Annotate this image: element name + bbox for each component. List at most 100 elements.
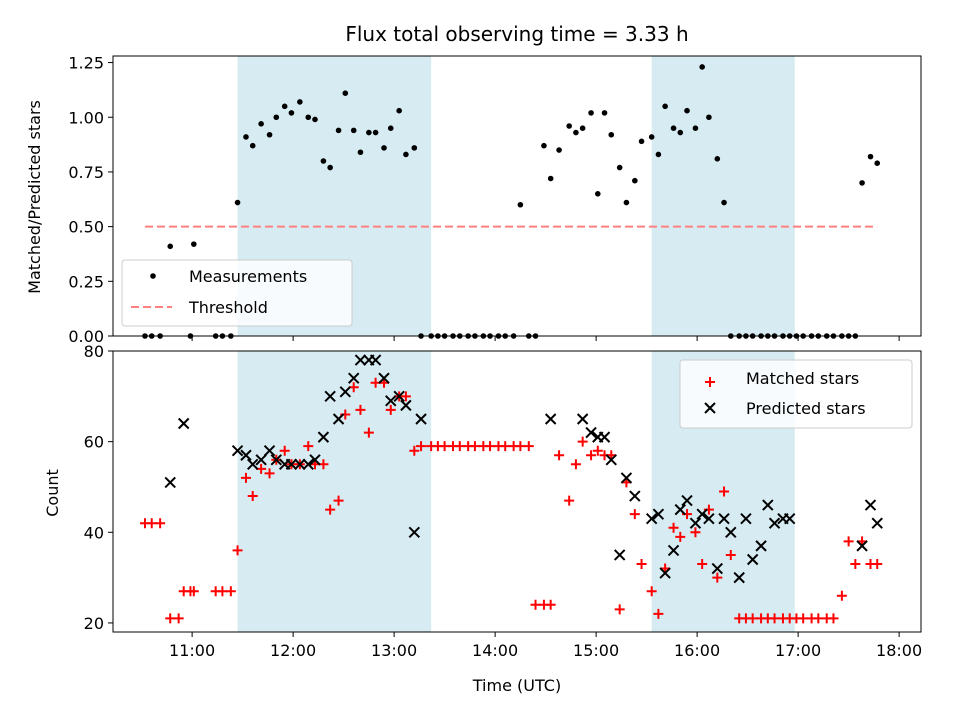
x-tick-label: 13:00 [371,641,417,660]
predicted-star-point [652,508,665,520]
matched-star-point [515,441,526,452]
matched-star-point [577,436,588,447]
predicted-star-point [164,476,176,489]
x-tick-label: 17:00 [775,641,821,660]
measurement-point [632,177,638,184]
predicted-star-point [354,354,367,366]
bottom-y-tick-label: 60 [84,433,104,452]
predicted-star-point [585,426,597,439]
predicted-star-point [400,399,412,412]
matched-star-point [240,472,251,483]
matched-star-point [725,549,736,560]
predicted-star-point [725,526,737,538]
measurement-point [541,142,547,149]
matched-star-point [636,559,647,570]
bottom-y-axis-label: Count [43,469,62,517]
matched-star-point [843,536,854,547]
legend-threshold-label: Threshold [188,298,268,317]
predicted-star-point [703,512,715,525]
matched-star-point [813,613,824,624]
measurement-point [350,127,357,134]
measurement-point [335,127,342,134]
matched-star-point [264,468,275,479]
legend-measurements-marker [150,273,156,279]
measurement-point [714,156,721,162]
predicted-star-point [733,571,745,584]
top-y-tick-label: 1.25 [68,54,104,73]
predicted-star-point [255,454,267,466]
predicted-star-point [247,458,259,471]
matched-star-point [545,599,556,610]
measurement-point [662,103,668,110]
predicted-star-point [740,512,752,525]
top-shaded-interval [651,56,795,336]
predicted-star-point [544,413,557,425]
predicted-star-point [718,512,730,525]
matched-star-point [675,531,686,542]
predicted-star-point [613,549,626,561]
predicted-star-point [339,386,352,398]
predicted-star-point [667,544,680,557]
measurement-point [547,175,554,182]
predicted-star-point [856,540,868,552]
matched-star-point [646,586,657,597]
x-tick-label: 14:00 [472,641,518,660]
predicted-star-point [378,372,390,384]
matched-star-point [798,613,809,624]
matched-star-point [690,527,701,538]
predicted-star-point [177,417,190,430]
matched-star-point [439,441,450,452]
matched-star-point [523,441,534,452]
matched-star-point [554,450,565,461]
matched-star-point [409,445,420,456]
top-y-tick-label: 0.75 [68,163,104,182]
legend-predicted-label: Predicted stars [746,399,866,418]
measurement-point [648,134,655,140]
measurement-point [874,160,881,166]
predicted-star-point [620,472,633,484]
measurement-point [579,125,586,131]
measurement-point [403,151,409,158]
matched-star-point [712,572,723,583]
x-tick-label: 18:00 [876,641,922,660]
measurement-point [616,164,623,171]
predicted-star-point [681,494,693,507]
top-y-tick-label: 0.25 [68,272,104,291]
matched-star-point [500,441,511,452]
matched-star-point [592,445,603,456]
x-tick-label: 16:00 [674,641,720,660]
predicted-star-point [231,445,244,457]
measurement-point [387,125,394,131]
measurement-point [320,158,327,164]
matched-star-point [828,613,839,624]
predicted-star-point [645,512,658,525]
measurement-point [342,90,349,96]
measurement-point [305,114,312,121]
matched-star-point [188,586,199,597]
measurement-point [573,129,579,136]
measurement-point [699,64,705,70]
matched-star-point [850,559,861,570]
matched-star-point [697,559,708,570]
matched-star-point [570,459,581,470]
matched-star-point [469,441,480,452]
measurement-point [859,180,865,186]
matched-star-point [668,522,679,533]
predicted-star-point [674,503,686,516]
measurement-point [677,129,684,136]
predicted-star-point [332,413,345,425]
measurement-point [517,201,524,208]
predicted-star-point [408,526,421,538]
matched-star-point [614,604,625,615]
matched-star-point [485,441,496,452]
x-axis-label: Time (UTC) [472,676,561,695]
measurement-point [249,142,256,149]
legend-measurements-label: Measurements [189,267,307,286]
predicted-star-point [871,517,883,529]
data-layer [139,64,883,624]
measurement-point [297,99,303,105]
top-y-axis-label: Matched/Predicted stars [25,100,44,294]
matched-star-point [303,441,314,452]
predicted-star-point [598,431,611,443]
matched-star-point [530,599,541,610]
